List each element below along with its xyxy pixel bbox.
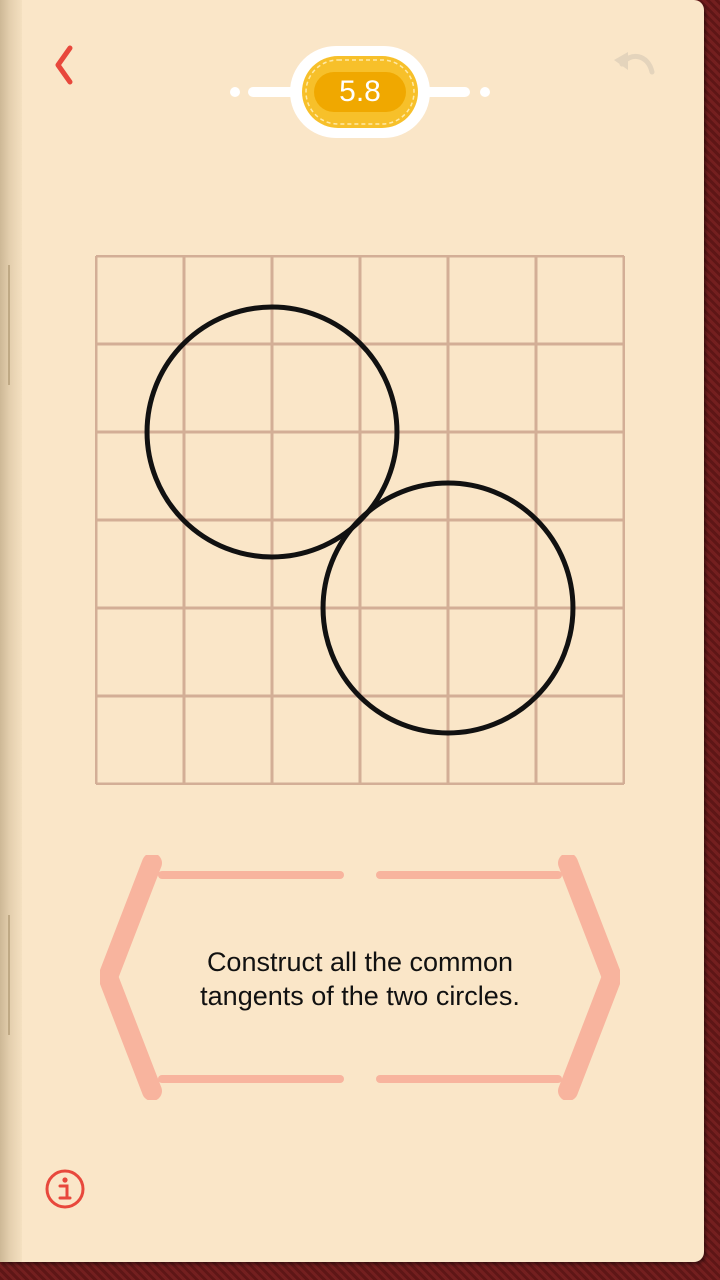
level-number: 5.8 — [314, 72, 406, 112]
circles — [144, 304, 576, 736]
undo-button[interactable] — [608, 44, 660, 88]
circle-2[interactable] — [320, 480, 576, 736]
progress-dot — [480, 87, 490, 97]
progress-bar-right — [414, 87, 470, 97]
spine-line — [8, 265, 10, 385]
undo-icon — [614, 52, 655, 75]
greek-key-pattern — [305, 59, 415, 125]
back-button[interactable] — [46, 40, 86, 90]
progress-dot — [230, 87, 240, 97]
info-icon — [45, 1169, 85, 1209]
progress-bar-left — [248, 87, 308, 97]
task-line-1: Construct all the common — [206, 947, 514, 977]
task-frame — [100, 855, 620, 1100]
construction-board[interactable] — [95, 255, 625, 785]
spine-line — [8, 915, 10, 1035]
circle-1[interactable] — [144, 304, 400, 560]
task-line-2: tangents of the two circles. — [200, 981, 520, 1011]
info-button[interactable] — [44, 1168, 86, 1210]
book-spine — [0, 0, 22, 1262]
task-description: Construct all the common tangents of the… — [150, 945, 570, 1013]
level-progress: 5.8 — [224, 46, 496, 138]
game-page: 5.8 Construct all the common tangents of… — [0, 0, 704, 1262]
chevron-left-icon — [55, 45, 73, 85]
